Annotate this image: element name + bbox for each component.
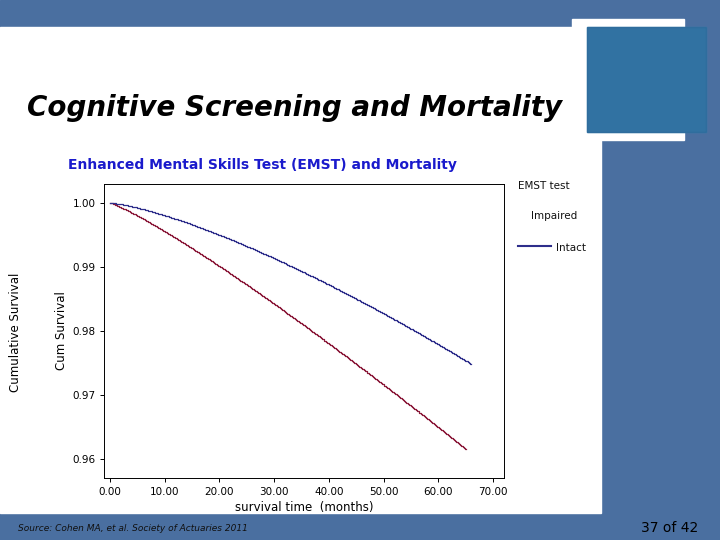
Bar	[572, 19, 684, 140]
Text: Enhanced Mental Skills Test (EMST) and Mortality: Enhanced Mental Skills Test (EMST) and M…	[68, 158, 457, 172]
Y-axis label: Cum Survival: Cum Survival	[55, 291, 68, 370]
Text: Source: Cohen MA, et al. Society of Actuaries 2011: Source: Cohen MA, et al. Society of Actu…	[18, 524, 248, 532]
Text: EMST test: EMST test	[518, 181, 570, 191]
Text: 37 of 42: 37 of 42	[641, 521, 698, 535]
Text: Intact: Intact	[556, 244, 586, 253]
Text: Cognitive Screening and Mortality: Cognitive Screening and Mortality	[27, 94, 562, 122]
X-axis label: survival time  (months): survival time (months)	[235, 501, 374, 514]
Bar	[587, 27, 706, 132]
Bar	[587, 27, 706, 132]
Text: Cumulative Survival: Cumulative Survival	[9, 272, 22, 392]
Bar	[0, 27, 601, 513]
Text: Impaired: Impaired	[531, 211, 577, 221]
